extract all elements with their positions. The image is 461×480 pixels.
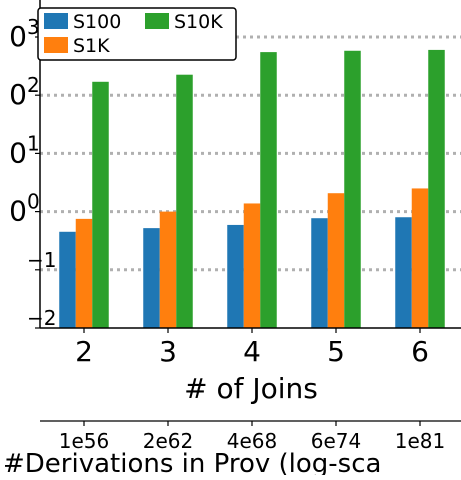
- secondary-axis-label: #Derivations in Prov (log-sca: [3, 449, 381, 475]
- y-tick-exponent: 3: [27, 15, 40, 39]
- x-tick-label: 2: [75, 335, 93, 368]
- y-tick-exponent: 1: [27, 131, 40, 155]
- legend-box: [37, 7, 237, 61]
- secondary-tick-label: 4e68: [227, 429, 277, 453]
- bar-s10k-5: [344, 50, 361, 328]
- secondary-tick-label: 1e81: [395, 429, 445, 453]
- bar-s1k-3: [159, 211, 177, 328]
- x-tick-label: 5: [327, 335, 345, 368]
- legend-swatch-s10k: [145, 13, 169, 29]
- bar-s10k-2: [92, 81, 109, 328]
- bar-s1k-5: [327, 193, 345, 328]
- x-tick-label: 6: [411, 335, 429, 368]
- bar-s10k-4: [260, 52, 277, 328]
- bar-s10k-6: [428, 49, 445, 329]
- y-tick-label: 0: [9, 195, 27, 228]
- x-tick-label: 3: [159, 335, 177, 368]
- y-tick-exponent: 2: [27, 73, 40, 97]
- legend-label-s10k: S10K: [174, 11, 223, 33]
- secondary-tick-label: 6e74: [311, 429, 361, 453]
- x-tick-label: 4: [243, 335, 261, 368]
- secondary-axis-ticks: 1e56 2e62 4e68 6e74 1e81: [59, 421, 445, 453]
- legend-swatch-s100: [44, 13, 68, 29]
- bar-s100-6: [395, 217, 412, 328]
- x-axis-label: # of Joins: [184, 372, 318, 405]
- bar-s100-3: [143, 228, 160, 328]
- bar-s1k-6: [411, 188, 429, 328]
- bar-s100-2: [59, 231, 76, 328]
- bar-s1k-4: [243, 203, 261, 328]
- y-tick-label: 0: [9, 78, 27, 111]
- secondary-tick-label: 1e56: [59, 429, 109, 453]
- legend-swatch-s1k: [44, 37, 68, 53]
- bars: [59, 49, 445, 329]
- secondary-tick-label: 2e62: [143, 429, 193, 453]
- bar-s100-5: [311, 218, 328, 328]
- legend-label-s1k: S1K: [73, 35, 110, 57]
- y-tick-exponent: 0: [27, 190, 40, 214]
- y-tick-label: 0: [9, 136, 27, 169]
- legend-label-s100: S100: [73, 11, 121, 33]
- y-tick-label: 0: [9, 20, 27, 53]
- bar-s1k-2: [75, 218, 93, 328]
- bar-s100-4: [227, 224, 244, 328]
- legend: S100 S10K S1K: [37, 7, 237, 61]
- y-tick-exponent: −2: [27, 306, 56, 330]
- bar-s10k-3: [176, 74, 193, 329]
- y-tick-exponent: −1: [27, 248, 56, 272]
